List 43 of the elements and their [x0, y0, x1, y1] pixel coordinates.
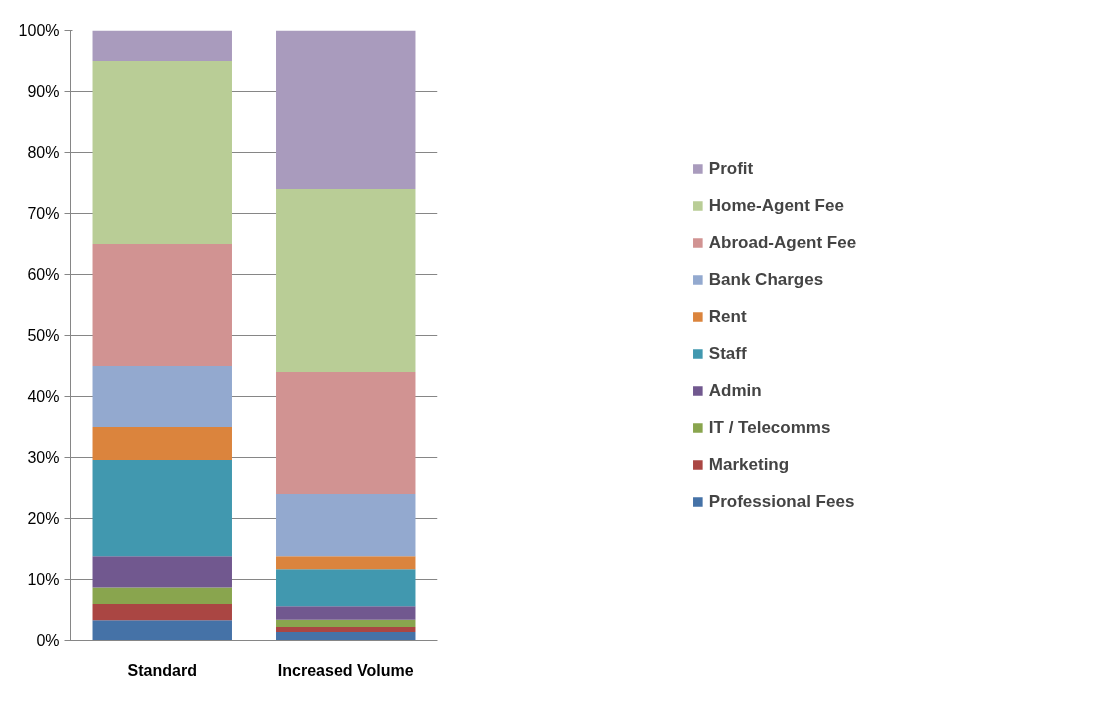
legend-label: Professional Fees — [708, 491, 855, 512]
bar — [276, 556, 416, 570]
bar — [92, 427, 232, 460]
bar — [276, 619, 416, 628]
y-tick-label: 20% — [27, 510, 60, 527]
bar — [92, 366, 232, 427]
legend-label: Rent — [708, 306, 747, 327]
y-tick-label: 90% — [27, 83, 60, 100]
bar — [92, 556, 232, 588]
bar — [92, 244, 232, 366]
bar — [92, 620, 232, 641]
bar — [276, 189, 416, 373]
y-tick-label: 70% — [27, 205, 60, 222]
bar — [276, 372, 416, 495]
legend-label: Bank Charges — [708, 269, 824, 290]
x-tick-label: Standard — [127, 661, 197, 679]
bar — [276, 606, 416, 620]
legend-label: IT / Telecomms — [708, 417, 831, 438]
x-tick-label: Increased Volume — [277, 661, 414, 679]
bar — [276, 30, 416, 190]
bar — [92, 459, 232, 557]
y-tick-label: 80% — [27, 144, 60, 161]
bar — [276, 627, 416, 632]
bar — [92, 603, 232, 621]
legend-label: Abroad-Agent Fee — [708, 232, 857, 253]
y-tick-label: 100% — [18, 22, 60, 39]
y-tick-label: 50% — [27, 327, 60, 344]
y-tick-label: 0% — [36, 632, 60, 649]
legend-label: Profit — [708, 158, 754, 179]
legend-label: Marketing — [708, 454, 790, 475]
y-tick-label: 10% — [27, 571, 60, 588]
y-tick-label: 60% — [27, 266, 60, 283]
y-tick-label: 40% — [27, 388, 60, 405]
legend-label: Home-Agent Fee — [708, 195, 844, 216]
y-tick-label: 30% — [27, 449, 60, 466]
bar — [276, 631, 416, 641]
bar — [92, 30, 232, 61]
bar — [92, 61, 232, 244]
bar — [92, 587, 232, 604]
bar — [276, 494, 416, 557]
legend-label: Staff — [708, 343, 747, 364]
bar — [276, 569, 416, 607]
legend-label: Admin — [708, 380, 762, 401]
